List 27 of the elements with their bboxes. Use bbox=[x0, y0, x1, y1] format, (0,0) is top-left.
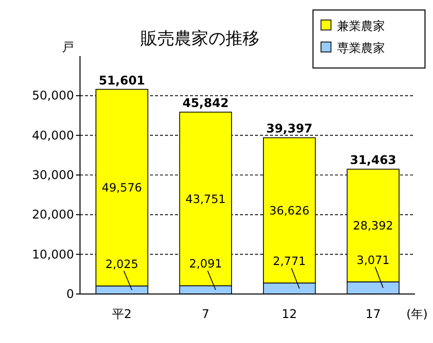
data-label: 43,751 bbox=[186, 192, 226, 206]
data-label: 2,091 bbox=[189, 256, 222, 271]
y-axis-title: 戸 bbox=[62, 40, 74, 54]
y-tick-label: 30,000 bbox=[32, 168, 74, 182]
x-tick-label: 7 bbox=[202, 307, 210, 321]
data-label: 2,771 bbox=[272, 254, 306, 268]
data-label: 36,626 bbox=[269, 203, 310, 218]
chart-title: 販売農家の推移 bbox=[140, 29, 260, 49]
legend-label: 専業農家 bbox=[337, 41, 385, 55]
total-label: 51,601 bbox=[98, 73, 146, 88]
total-label: 39,397 bbox=[266, 122, 313, 136]
y-tick-label: 0 bbox=[66, 287, 74, 301]
data-label: 28,392 bbox=[353, 218, 394, 233]
data-label: 49,576 bbox=[102, 180, 142, 195]
y-tick-label: 20,000 bbox=[32, 208, 74, 222]
legend-label: 兼業農家 bbox=[337, 19, 385, 33]
y-tick-label: 50,000 bbox=[32, 88, 74, 103]
y-tick-label: 10,000 bbox=[32, 247, 74, 262]
data-label: 3,071 bbox=[356, 252, 390, 267]
x-axis-title: (年) bbox=[406, 307, 428, 321]
x-tick-label: 平2 bbox=[112, 307, 132, 321]
x-tick-label: 12 bbox=[282, 307, 298, 321]
total-label: 31,463 bbox=[350, 153, 396, 168]
x-tick-label: 17 bbox=[365, 307, 381, 321]
y-tick-label: 40,000 bbox=[32, 128, 74, 142]
data-label: 2,025 bbox=[105, 256, 138, 271]
total-label: 45,842 bbox=[182, 96, 229, 110]
